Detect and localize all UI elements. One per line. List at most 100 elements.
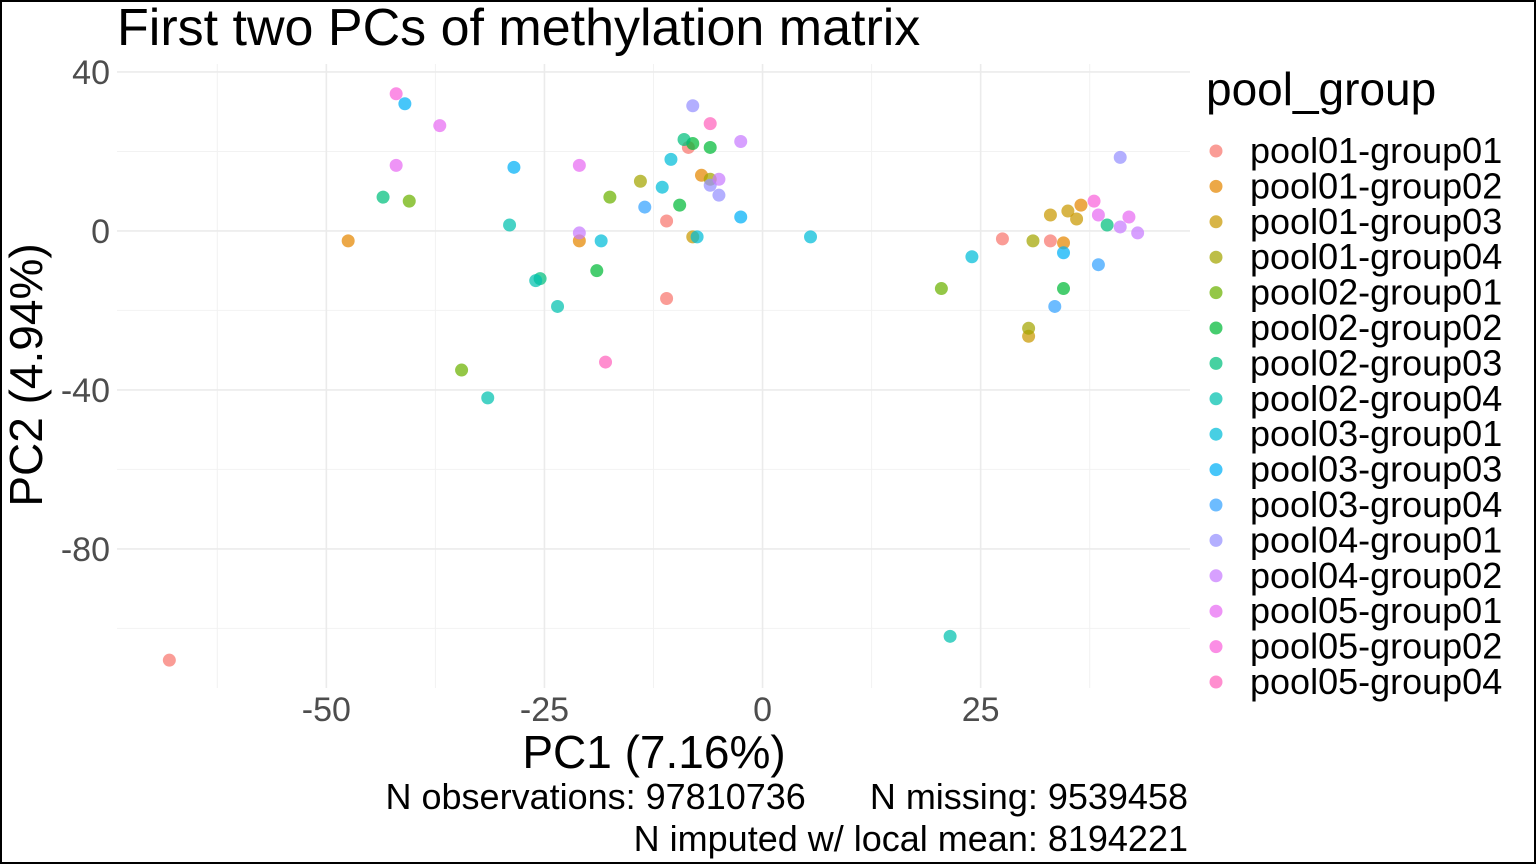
data-point (599, 355, 613, 369)
series-pool02-group02 (590, 136, 1071, 296)
data-point (1113, 220, 1127, 234)
legend-item: pool01-group03 (1209, 201, 1502, 242)
x-tick-label: 25 (962, 691, 1000, 729)
legend-item: pool02-group01 (1209, 272, 1502, 313)
legend-label: pool05-group01 (1250, 590, 1502, 631)
series-pool02-group04 (481, 218, 957, 643)
legend-item: pool05-group04 (1209, 661, 1502, 702)
legend-title: pool_group (1206, 63, 1436, 115)
data-point (455, 363, 469, 377)
series-pool01-group03 (686, 204, 1084, 343)
data-point (690, 230, 704, 244)
data-point (1061, 204, 1075, 218)
data-point (1070, 212, 1084, 226)
data-point (1026, 234, 1040, 248)
legend-item: pool02-group04 (1209, 378, 1502, 419)
legend-label: pool05-group02 (1250, 626, 1502, 667)
x-tick-label: 0 (753, 691, 772, 729)
legend-item: pool02-group03 (1209, 342, 1502, 383)
data-point (1074, 198, 1088, 212)
data-point (965, 250, 979, 264)
data-point (572, 158, 586, 172)
tick-labels: -50 -25 0 25 40 0 -40 -80 (61, 54, 1000, 729)
legend-label: pool03-group04 (1250, 484, 1502, 525)
y-tick-label: -40 (61, 372, 110, 410)
x-tick-label: -25 (520, 691, 569, 729)
data-point (433, 119, 447, 133)
legend-item: pool01-group04 (1209, 236, 1502, 277)
data-point (655, 180, 669, 194)
data-point (673, 198, 687, 212)
legend-label: pool01-group01 (1250, 130, 1502, 171)
legend-label: pool03-group01 (1250, 413, 1502, 454)
data-point (529, 274, 543, 288)
legend-swatch (1209, 392, 1223, 406)
legend-item: pool01-group01 (1209, 130, 1502, 171)
data-point (389, 158, 403, 172)
series-pool04-group02 (572, 135, 1145, 240)
series-pool02-group03 (376, 133, 1114, 286)
y-tick-label: -80 (61, 531, 110, 569)
data-point (638, 200, 652, 214)
data-point (162, 653, 176, 667)
data-point (734, 135, 748, 149)
data-point (603, 190, 617, 204)
caption-missing: N missing: 9539458 (869, 776, 1188, 817)
data-point (804, 230, 818, 244)
series-pool02-group01 (402, 190, 948, 377)
data-point (481, 391, 495, 405)
data-point (402, 194, 416, 208)
legend-label: pool02-group04 (1250, 378, 1502, 419)
caption-observations: N observations: 97810736 (385, 776, 806, 817)
legend-swatch (1209, 356, 1223, 370)
data-point (1100, 218, 1114, 232)
caption-imputed: N imputed w/ local mean: 8194221 (633, 818, 1188, 859)
data-point (1043, 234, 1057, 248)
data-point (703, 140, 717, 154)
legend-item: pool03-group03 (1209, 449, 1502, 490)
legend-swatch (1209, 569, 1223, 583)
legend-item: pool01-group02 (1209, 165, 1502, 206)
legend-label: pool04-group02 (1250, 555, 1502, 596)
data-point (1057, 246, 1071, 260)
data-point (664, 152, 678, 166)
legend-item: pool05-group01 (1209, 590, 1502, 631)
data-point (703, 117, 717, 131)
data-point (1057, 236, 1071, 250)
legend-item: pool03-group04 (1209, 484, 1502, 525)
legend-swatch (1209, 640, 1223, 654)
data-point (1122, 210, 1136, 224)
data-point (1048, 299, 1062, 313)
legend-swatch (1209, 179, 1223, 193)
legend-swatch (1209, 215, 1223, 229)
series-pool05-group02 (389, 87, 1101, 208)
legend-label: pool01-group03 (1250, 201, 1502, 242)
series-pool03-group03 (398, 97, 1071, 260)
series-pool03-group01 (594, 152, 979, 264)
legend-swatch (1209, 250, 1223, 264)
data-point (590, 264, 604, 278)
chart-title: First two PCs of methylation matrix (117, 0, 921, 57)
data-point (1131, 226, 1145, 240)
data-point (660, 214, 674, 228)
data-point (712, 172, 726, 186)
legend-label: pool02-group01 (1250, 272, 1502, 313)
data-point (943, 629, 957, 643)
legend: pool_group pool01-group01pool01-group02p… (1206, 63, 1502, 702)
data-point (734, 210, 748, 224)
legend-label: pool05-group04 (1250, 661, 1502, 702)
data-point (594, 234, 608, 248)
legend-label: pool02-group02 (1250, 307, 1502, 348)
data-point (376, 190, 390, 204)
data-point (677, 133, 691, 147)
x-tick-label: -50 (302, 691, 351, 729)
legend-swatch (1209, 675, 1223, 689)
grid (117, 64, 1190, 688)
legend-label: pool01-group02 (1250, 165, 1502, 206)
y-axis-title: PC2 (4.94%) (2, 243, 52, 506)
legend-item: pool02-group02 (1209, 307, 1502, 348)
data-points (162, 87, 1145, 667)
legend-item: pool04-group01 (1209, 519, 1502, 560)
legend-swatch (1209, 533, 1223, 547)
